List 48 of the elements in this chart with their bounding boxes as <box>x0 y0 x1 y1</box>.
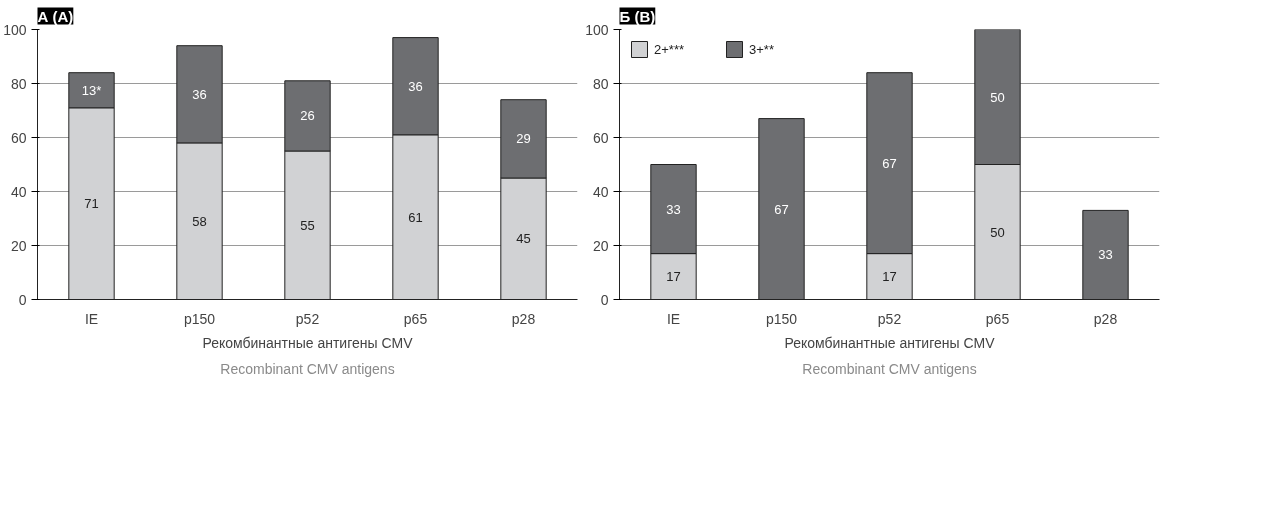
data-label: 71 <box>84 196 99 212</box>
x-tick-label: IE <box>666 310 681 327</box>
x-axis-title: Рекомбинантные антигены CMV <box>202 334 414 351</box>
data-label: 36 <box>192 86 207 102</box>
legend-label: 2+*** <box>654 41 684 57</box>
x-tick-label: p28 <box>511 310 536 327</box>
x-tick-label: p65 <box>403 310 428 327</box>
text: Recombinant CMV antigens <box>802 360 977 377</box>
y-tick-label: 80 <box>592 75 609 92</box>
data-label: 55 <box>300 217 315 233</box>
y-tick-label: 0 <box>18 291 27 308</box>
x-tick-label: p52 <box>295 310 320 327</box>
y-tick-label: 40 <box>10 183 27 200</box>
y-tick-label: 40 <box>592 183 609 200</box>
data-label: 67 <box>882 155 897 171</box>
data-label: 13* <box>81 82 102 98</box>
x-tick-label: p52 <box>877 310 902 327</box>
text: Recombinant CMV antigens <box>220 360 395 377</box>
y-tick-label: 20 <box>10 237 27 254</box>
data-label: 17 <box>666 269 681 285</box>
y-tick-label: 100 <box>585 21 609 38</box>
data-label: 36 <box>408 78 423 94</box>
data-label: 50 <box>990 224 1005 240</box>
x-axis-title: Рекомбинантные антигены CMV <box>784 334 996 351</box>
data-label: 58 <box>192 213 207 229</box>
chart-title: А (A) <box>37 7 74 25</box>
y-tick-label: 80 <box>10 75 27 92</box>
data-label: 45 <box>516 231 531 247</box>
legend-label: 3+** <box>749 41 774 57</box>
y-tick-label: 20 <box>592 237 609 254</box>
x-tick-label: p150 <box>765 310 798 327</box>
chart-title: Б (B) <box>619 7 656 25</box>
data-label: 26 <box>300 108 315 124</box>
data-label: 50 <box>990 89 1005 105</box>
data-label: 61 <box>408 209 423 225</box>
data-label: 67 <box>774 201 789 217</box>
x-tick-label: p150 <box>183 310 216 327</box>
data-label: 33 <box>1098 247 1113 263</box>
x-tick-label: p65 <box>985 310 1010 327</box>
data-label: 33 <box>666 201 681 217</box>
data-label: 29 <box>516 131 531 147</box>
x-tick-label: IE <box>84 310 99 327</box>
y-tick-label: 60 <box>10 129 27 146</box>
y-tick-label: 100 <box>3 21 27 38</box>
x-tick-label: p28 <box>1093 310 1118 327</box>
y-tick-label: 60 <box>592 129 609 146</box>
y-tick-label: 0 <box>600 291 609 308</box>
data-label: 17 <box>882 269 897 285</box>
